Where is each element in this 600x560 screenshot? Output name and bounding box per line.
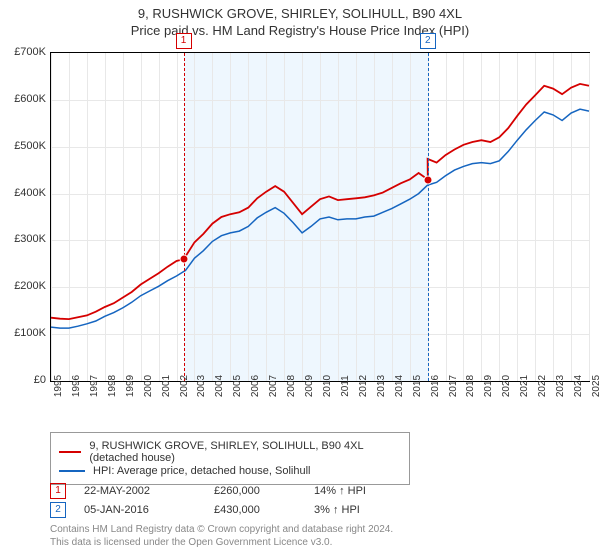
xtick-label: 2011 [340, 375, 351, 397]
xtick-label: 2023 [555, 375, 566, 397]
xtick-label: 2014 [394, 375, 405, 397]
ytick-label: £100K [14, 327, 46, 339]
ytick-label: £400K [14, 187, 46, 199]
ytick-label: £500K [14, 140, 46, 152]
xtick-label: 1995 [53, 375, 64, 397]
plot-area: 12 [50, 52, 590, 382]
xtick-label: 1999 [125, 375, 136, 397]
series-hpi [51, 109, 589, 328]
legend-item-price-paid: 9, RUSHWICK GROVE, SHIRLEY, SOLIHULL, B9… [59, 440, 401, 464]
xtick-label: 2007 [268, 375, 279, 397]
xtick-label: 2004 [214, 375, 225, 397]
xtick-label: 2009 [304, 375, 315, 397]
xtick-label: 2013 [376, 375, 387, 397]
marker-box: 1 [176, 33, 192, 49]
sale-price-2: £430,000 [214, 504, 314, 516]
xtick-label: 2000 [143, 375, 154, 397]
xtick-label: 2001 [161, 375, 172, 397]
xtick-label: 2008 [286, 375, 297, 397]
xtick-label: 2003 [196, 375, 207, 397]
xtick-label: 2022 [537, 375, 548, 397]
marker-line [428, 53, 429, 381]
ytick-label: £300K [14, 233, 46, 245]
xtick-label: 2024 [573, 375, 584, 397]
xtick-label: 1997 [89, 375, 100, 397]
marker-box: 2 [420, 33, 436, 49]
ytick-label: £200K [14, 280, 46, 292]
attribution-line1: Contains HM Land Registry data © Crown c… [50, 524, 590, 537]
sale-diff-1: 14% ↑ HPI [314, 485, 434, 497]
title-subtitle: Price paid vs. HM Land Registry's House … [0, 23, 600, 38]
xtick-label: 1998 [107, 375, 118, 397]
sales-table: 1 22-MAY-2002 £260,000 14% ↑ HPI 2 05-JA… [50, 480, 590, 521]
xtick-label: 2020 [501, 375, 512, 397]
sale-dot [179, 255, 188, 264]
legend-label-price-paid: 9, RUSHWICK GROVE, SHIRLEY, SOLIHULL, B9… [89, 440, 401, 464]
legend-item-hpi: HPI: Average price, detached house, Soli… [59, 465, 401, 477]
series-svg [51, 53, 589, 381]
sale-diff-2: 3% ↑ HPI [314, 504, 434, 516]
marker-line [184, 53, 185, 381]
title-address: 9, RUSHWICK GROVE, SHIRLEY, SOLIHULL, B9… [0, 6, 600, 21]
sale-date-2: 05-JAN-2016 [84, 504, 214, 516]
xtick-label: 1996 [71, 375, 82, 397]
xtick-label: 2021 [519, 375, 530, 397]
sale-marker-2: 2 [50, 502, 66, 518]
legend-swatch-price-paid [59, 451, 81, 453]
sale-price-1: £260,000 [214, 485, 314, 497]
ytick-label: £700K [14, 46, 46, 58]
legend-label-hpi: HPI: Average price, detached house, Soli… [93, 465, 311, 477]
xtick-label: 2016 [430, 375, 441, 397]
sale-date-1: 22-MAY-2002 [84, 485, 214, 497]
legend-swatch-hpi [59, 470, 85, 472]
chart-container: 9, RUSHWICK GROVE, SHIRLEY, SOLIHULL, B9… [0, 0, 600, 560]
xtick-label: 2017 [448, 375, 459, 397]
xtick-label: 2010 [322, 375, 333, 397]
sale-row-2: 2 05-JAN-2016 £430,000 3% ↑ HPI [50, 502, 590, 518]
series-price_paid [51, 84, 589, 319]
sale-row-1: 1 22-MAY-2002 £260,000 14% ↑ HPI [50, 483, 590, 499]
attribution: Contains HM Land Registry data © Crown c… [50, 524, 590, 549]
xtick-label: 2002 [179, 375, 190, 397]
attribution-line2: This data is licensed under the Open Gov… [50, 537, 590, 550]
xtick-label: 2015 [412, 375, 423, 397]
xtick-label: 2018 [465, 375, 476, 397]
sale-marker-1: 1 [50, 483, 66, 499]
xtick-label: 2025 [591, 375, 600, 397]
ytick-label: £0 [34, 374, 46, 386]
xtick-label: 2012 [358, 375, 369, 397]
xtick-label: 2019 [483, 375, 494, 397]
xtick-label: 2005 [232, 375, 243, 397]
xtick-label: 2006 [250, 375, 261, 397]
legend: 9, RUSHWICK GROVE, SHIRLEY, SOLIHULL, B9… [50, 432, 410, 485]
sale-dot [423, 175, 432, 184]
title-block: 9, RUSHWICK GROVE, SHIRLEY, SOLIHULL, B9… [0, 0, 600, 38]
ytick-label: £600K [14, 93, 46, 105]
